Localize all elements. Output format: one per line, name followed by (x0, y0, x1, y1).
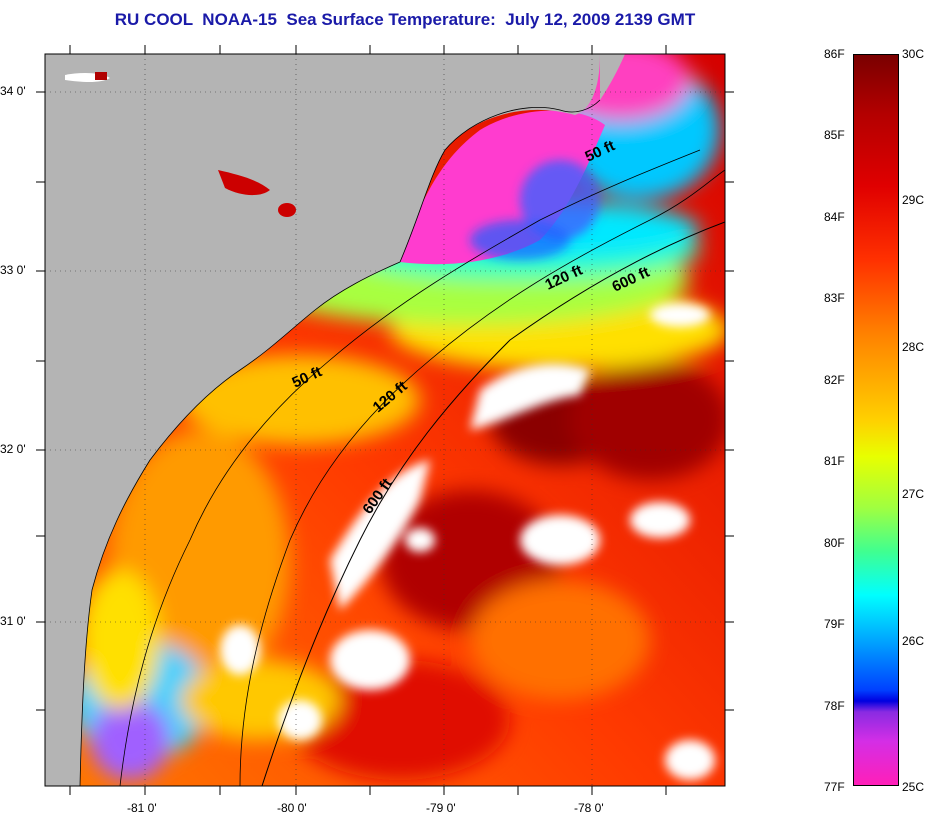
cloud-cover (220, 303, 715, 780)
graticule (45, 54, 725, 786)
inland-lakes (65, 72, 296, 217)
colorbar-c-label: 27C (902, 487, 925, 501)
lon-label: -78 0' (574, 801, 604, 815)
map-frame (44, 53, 726, 787)
colorbar (853, 54, 899, 786)
map-title: RU COOL NOAA-15 Sea Surface Temperature:… (114, 10, 696, 29)
isobath-120ft (239, 169, 725, 786)
colorbar-c-label: 25C (902, 780, 925, 794)
lon-label: -80 0' (277, 801, 307, 815)
colorbar-f-label: 85F (824, 128, 845, 142)
colorbar-f-label: 77F (824, 780, 845, 794)
colorbar-f-label: 86F (824, 47, 845, 61)
colorbar-c-label: 28C (902, 340, 925, 354)
colorbar-c-label: 29C (902, 193, 925, 207)
isobath-600ft (261, 221, 725, 786)
lon-label: -79 0' (426, 801, 456, 815)
map-area: 50 ft 120 ft 600 ft 50 ft 120 ft 600 ft (45, 54, 725, 786)
lon-label: -81 0' (127, 801, 157, 815)
lat-label: 34 0' (0, 84, 26, 98)
coastline (79, 99, 601, 786)
colorbar-f-label: 83F (824, 291, 845, 305)
isobath-50ft (119, 149, 701, 786)
axis-ticks (36, 45, 734, 795)
sst-field (70, 54, 725, 780)
cold-bay (400, 110, 605, 265)
lat-label: 33 0' (0, 263, 26, 277)
colorbar-f-label: 81F (824, 454, 845, 468)
colorbar-f-label: 84F (824, 210, 845, 224)
lat-label: 31 0' (0, 614, 26, 628)
colorbar-f-label: 79F (824, 617, 845, 631)
colorbar-c-label: 26C (902, 634, 925, 648)
colorbar-f-label: 80F (824, 536, 845, 550)
colorbar-c-label: 30C (902, 47, 925, 61)
colorbar-f-label: 82F (824, 373, 845, 387)
land (45, 54, 600, 786)
colorbar-f-label: 78F (824, 699, 845, 713)
lat-label: 32 0' (0, 442, 26, 456)
land-north (600, 54, 625, 100)
